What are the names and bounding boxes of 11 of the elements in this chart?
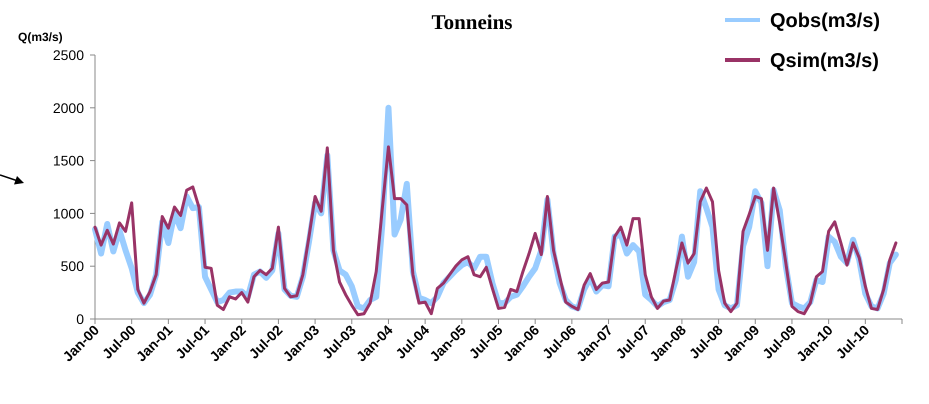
y-tick-label: 0 [76, 311, 84, 327]
legend-label: Qobs(m3/s) [770, 10, 880, 32]
y-tick-label: 1000 [52, 205, 84, 222]
y-tick-label: 500 [60, 258, 84, 274]
legend-label: Qsim(m3/s) [770, 50, 879, 72]
line-series [94, 145, 898, 316]
chart-title: Tonneins [432, 10, 512, 34]
y-axis-title: Q(m3/s) [18, 30, 63, 44]
y-tick-label: 2000 [52, 100, 84, 116]
y-tick-label: 1500 [52, 152, 84, 169]
y-tick-label: 2500 [52, 47, 84, 63]
